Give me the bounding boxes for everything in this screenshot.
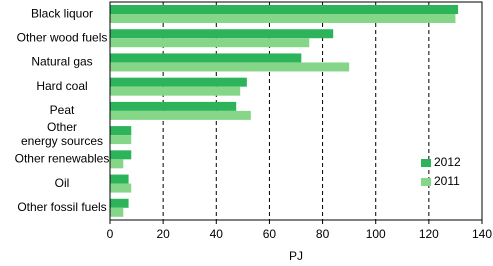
bar: [110, 135, 132, 145]
y-tick-label: Peat: [50, 103, 75, 117]
x-tick-label: 60: [263, 227, 277, 241]
x-tick-label: 40: [210, 227, 224, 241]
x-tick-label: 80: [316, 227, 330, 241]
bar: [110, 174, 129, 184]
x-axis-label: PJ: [289, 249, 303, 263]
bar: [110, 53, 302, 63]
y-tick-label: Other wood fuels: [17, 31, 108, 45]
bar: [110, 126, 132, 136]
bar: [110, 86, 241, 96]
legend-label: 2011: [434, 174, 460, 188]
x-tick-label: 20: [156, 227, 170, 241]
bar: [110, 159, 124, 169]
legend-swatch: [421, 178, 431, 186]
x-tick-label: 0: [107, 227, 114, 241]
y-tick-label: Natural gas: [31, 55, 92, 69]
bar: [110, 150, 132, 160]
y-tick-label: Oil: [55, 176, 70, 190]
legend-swatch: [421, 159, 431, 167]
bar: [110, 5, 459, 14]
x-tick-label: 120: [419, 227, 439, 241]
bar: [110, 101, 237, 111]
bar: [110, 14, 456, 23]
bar: [110, 198, 129, 208]
legend-label: 2012: [434, 155, 461, 169]
y-tick-label: Other renewables: [15, 152, 110, 166]
x-tick-label: 140: [472, 227, 492, 241]
y-tick-label: Other energy sources: [21, 120, 103, 148]
bar: [110, 29, 334, 39]
bar: [110, 183, 132, 193]
y-tick-label: Other fossil fuels: [17, 200, 106, 214]
y-tick-label: Black liquor: [31, 6, 93, 20]
y-tick-label: Hard coal: [36, 79, 87, 93]
bar: [110, 110, 251, 120]
bar: [110, 38, 310, 48]
bar: [110, 77, 247, 87]
x-tick-label: 100: [366, 227, 386, 241]
plot-frame: [109, 1, 483, 221]
bar: [110, 207, 124, 217]
bar: [110, 62, 350, 72]
